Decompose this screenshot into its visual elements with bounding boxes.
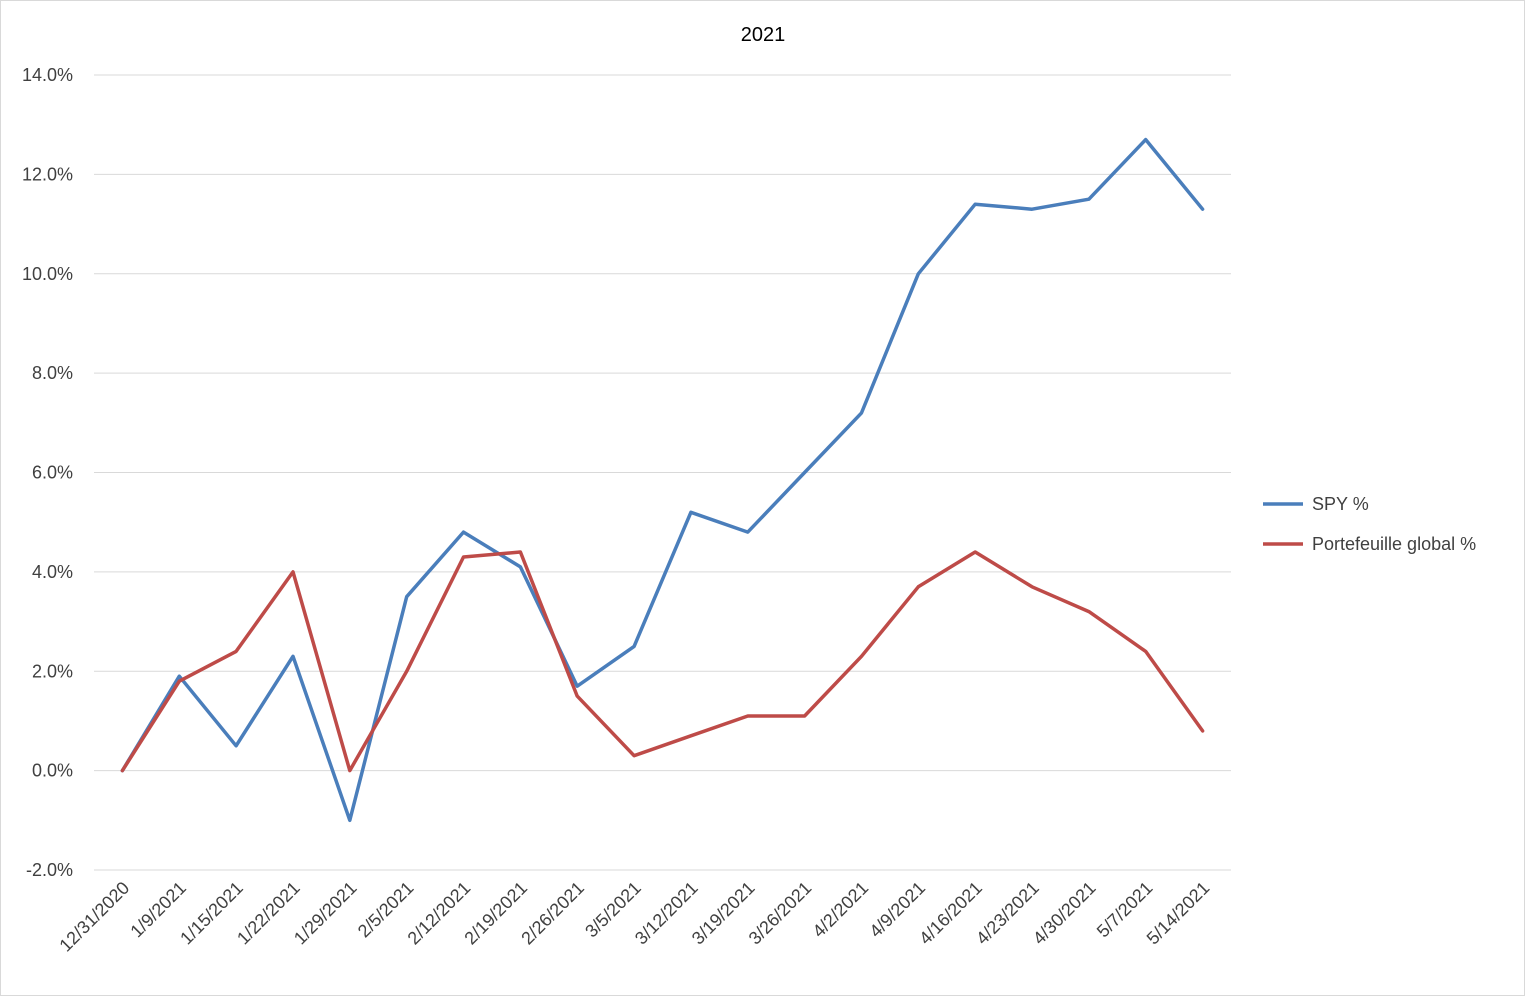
legend: SPY % Portefeuille global % bbox=[1263, 494, 1476, 554]
gridlines bbox=[94, 74, 1231, 871]
x-tick-label: 4/2/2021 bbox=[809, 878, 873, 942]
series-line-portefeuille-global bbox=[120, 550, 1205, 773]
y-tick-label: 10.0% bbox=[22, 264, 73, 284]
y-tick-label: 14.0% bbox=[22, 65, 73, 85]
x-tick-label: 2/26/2021 bbox=[517, 878, 588, 949]
y-tick-label: -2.0% bbox=[26, 860, 73, 880]
y-tick-label: 2.0% bbox=[32, 661, 73, 681]
series-line-spy bbox=[120, 137, 1205, 823]
series-lines bbox=[120, 137, 1205, 823]
y-tick-label: 0.0% bbox=[32, 761, 73, 781]
legend-label: Portefeuille global % bbox=[1312, 534, 1476, 554]
x-tick-label: 5/14/2021 bbox=[1143, 878, 1214, 949]
x-tick-label: 1/29/2021 bbox=[290, 878, 361, 949]
y-tick-label: 6.0% bbox=[32, 463, 73, 483]
legend-label: SPY % bbox=[1312, 494, 1369, 514]
y-tick-label: 4.0% bbox=[32, 562, 73, 582]
y-axis-tick-labels: -2.0% 0.0% 2.0% 4.0% 6.0% 8.0% 10.0% 12.0% 14.0% bbox=[22, 65, 73, 880]
x-axis-tick-labels: 12/31/20201/9/20211/15/20211/22/20211/29… bbox=[55, 878, 1213, 956]
y-tick-label: 8.0% bbox=[32, 363, 73, 383]
chart-title: 2021 bbox=[741, 24, 786, 46]
x-tick-label: 4/30/2021 bbox=[1029, 878, 1100, 949]
y-tick-label: 12.0% bbox=[22, 164, 73, 184]
x-tick-label: 12/31/2020 bbox=[55, 878, 133, 956]
x-tick-label: 3/26/2021 bbox=[745, 878, 816, 949]
